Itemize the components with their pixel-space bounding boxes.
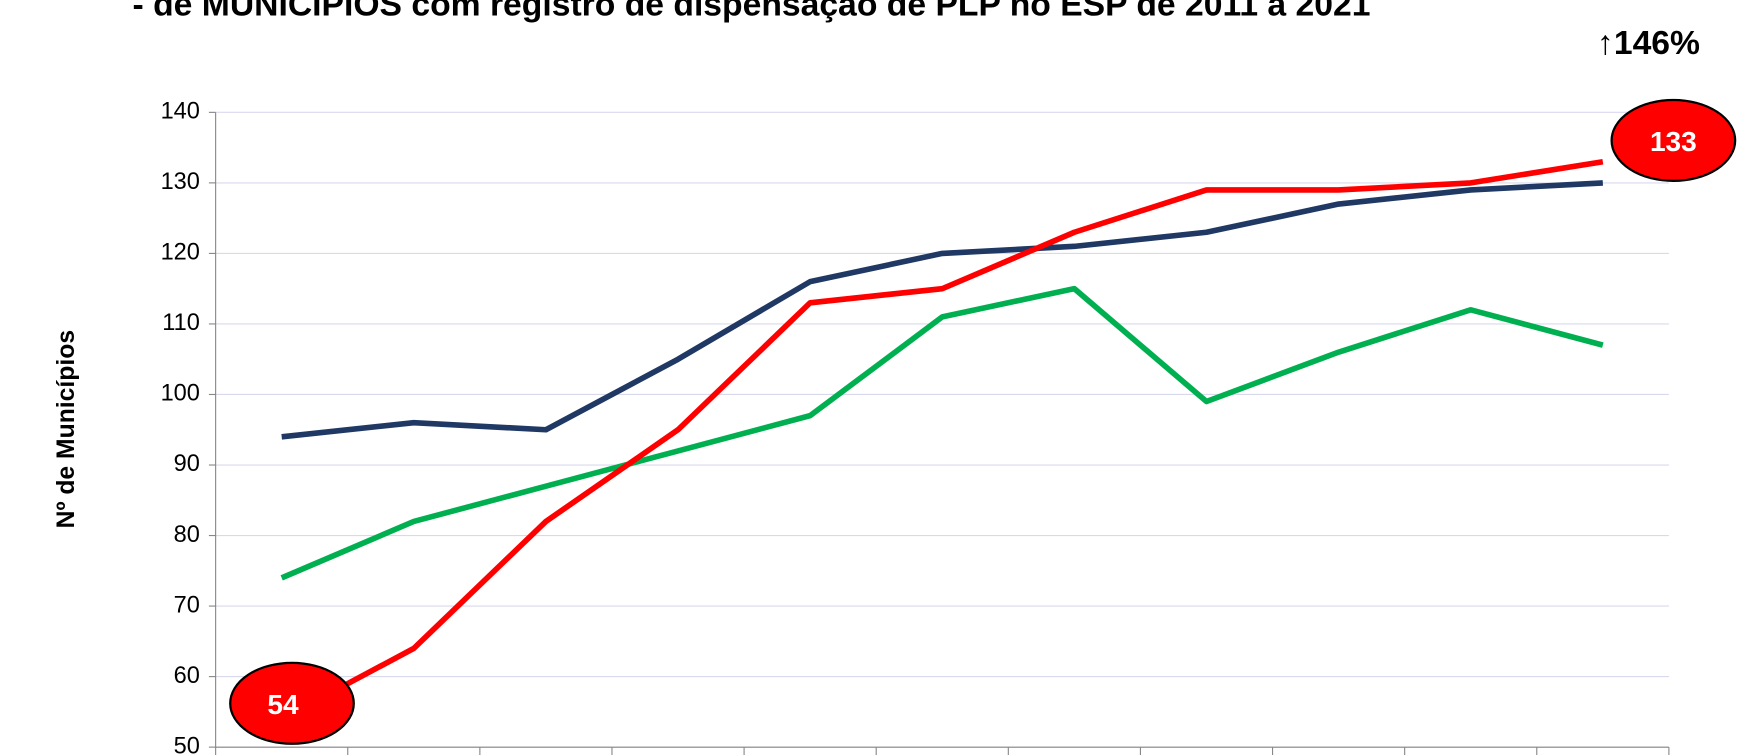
y-tick-label: 110: [162, 309, 200, 335]
y-tick-label: 140: [161, 98, 200, 124]
label-bubble: [1610, 98, 1737, 183]
data-label: 133: [1650, 126, 1697, 157]
annotation: ↑146%: [1597, 25, 1700, 62]
chart-title: - de MUNICÍPIOS com registro de dispensa…: [133, 0, 1371, 24]
y-tick-label: 90: [174, 450, 200, 476]
y-tick-label: 50: [174, 732, 200, 755]
y-tick-label: 130: [161, 168, 200, 194]
y-tick-label: 120: [161, 239, 200, 265]
data-label: 54: [267, 689, 299, 720]
y-axis-label: Nº de Municípios: [53, 330, 80, 528]
series-line: [281, 180, 1603, 440]
series-line: [280, 285, 1604, 581]
y-tick-label: 70: [174, 591, 200, 617]
label-bubble: [229, 661, 355, 745]
y-tick-label: 80: [174, 521, 200, 547]
series-line: [280, 158, 1604, 722]
y-tick-label: 60: [174, 662, 200, 688]
y-tick-label: 100: [161, 380, 200, 406]
